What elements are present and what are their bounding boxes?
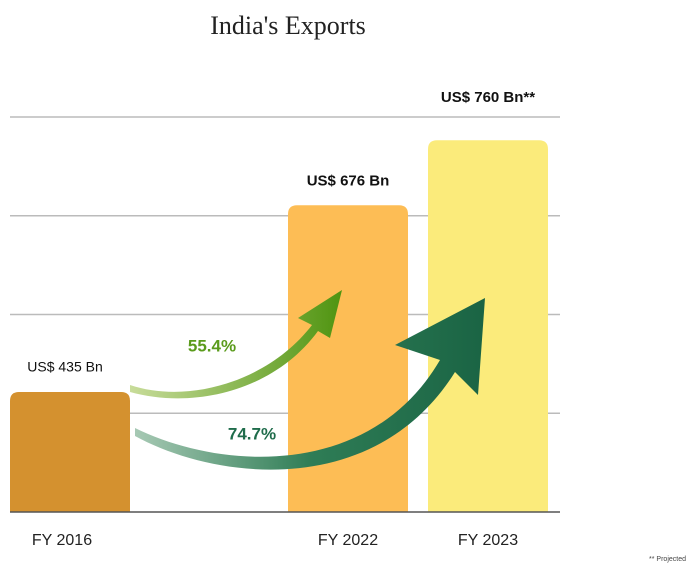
bar	[428, 140, 548, 512]
bars	[10, 140, 548, 512]
data-label: US$ 435 Bn	[27, 359, 103, 375]
x-tick-label: FY 2022	[318, 532, 378, 549]
growth-arrow	[130, 290, 342, 399]
data-label: US$ 760 Bn**	[441, 89, 535, 106]
data-label: US$ 676 Bn	[307, 172, 390, 189]
annotation: 55.4%	[188, 336, 236, 355]
x-tick-label: FY 2023	[458, 532, 518, 549]
bar	[10, 391, 130, 512]
x-tick-label: FY 2016	[32, 532, 92, 549]
growth-arrow	[135, 298, 485, 470]
chart-title: India's Exports	[210, 11, 366, 40]
annotation: 74.7%	[228, 424, 276, 443]
footnote: ** Projected	[649, 556, 686, 563]
